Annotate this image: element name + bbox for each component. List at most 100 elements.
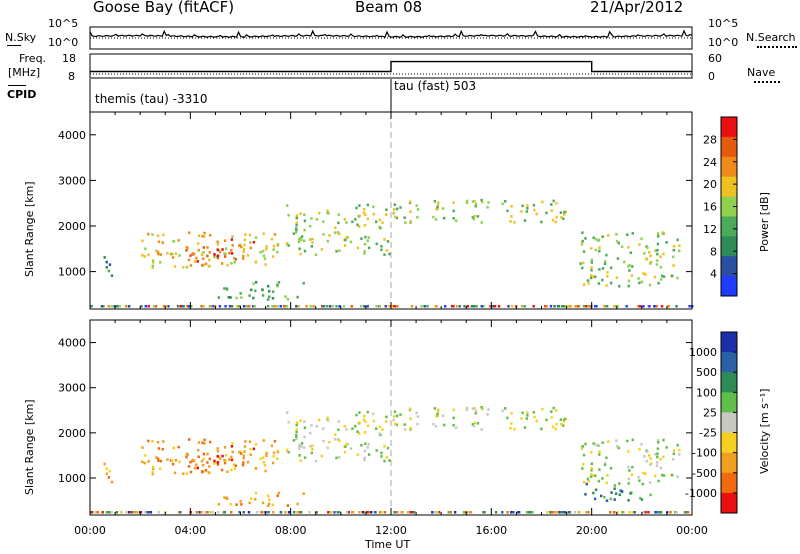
velocity-panel-cell bbox=[606, 474, 609, 477]
power-panel-cell bbox=[226, 263, 229, 267]
power-panel-cell bbox=[188, 231, 191, 234]
velocity-panel-cell bbox=[261, 501, 265, 505]
power-panel-cell bbox=[590, 274, 593, 277]
velocity-panel-cell bbox=[200, 459, 204, 463]
velocity-panel-cell bbox=[272, 454, 275, 458]
power-panel-cell bbox=[605, 253, 608, 257]
velocity-panel-cell bbox=[271, 503, 275, 507]
velocity-colorbar-swatch bbox=[721, 452, 737, 474]
power-panel-cell bbox=[550, 203, 553, 206]
velocity-panel-cell bbox=[676, 475, 679, 478]
velocity-panel-cell bbox=[276, 449, 280, 453]
power-panel-cell bbox=[532, 203, 536, 207]
velocity-panel-cell bbox=[613, 498, 616, 501]
velocity-panel-cell bbox=[209, 511, 212, 514]
power-panel-cell bbox=[297, 240, 301, 244]
velocity-panel-cell bbox=[151, 467, 155, 471]
velocity-panel-cell bbox=[338, 511, 341, 514]
power-panel-cell bbox=[540, 220, 543, 224]
power-panel-cell bbox=[625, 305, 628, 308]
nave-legend-line bbox=[754, 81, 780, 83]
power-panel-cell bbox=[646, 246, 649, 249]
velocity-panel-cell bbox=[151, 440, 154, 443]
power-panel-cell bbox=[276, 243, 280, 246]
power-panel-cell bbox=[267, 284, 270, 288]
velocity-panel-cell bbox=[318, 418, 321, 422]
velocity-panel-cell bbox=[115, 511, 118, 514]
power-panel-cell bbox=[202, 263, 205, 267]
velocity-panel-cell bbox=[541, 407, 544, 411]
power-panel-cell bbox=[299, 212, 302, 215]
x-tick-label: 04:00 bbox=[174, 524, 206, 537]
velocity-panel-cell bbox=[672, 449, 676, 452]
power-panel-cell bbox=[103, 256, 106, 259]
velocity-panel-cell bbox=[474, 412, 477, 415]
power-panel-cell bbox=[315, 218, 319, 221]
velocity-panel-cell bbox=[656, 438, 660, 442]
velocity-panel-cell bbox=[383, 459, 386, 463]
power-panel-cell bbox=[584, 237, 587, 240]
velocity-colorbar-swatch bbox=[721, 492, 737, 514]
power-colorbar-tick-label: 20 bbox=[703, 178, 717, 191]
power-panel-cell bbox=[661, 231, 664, 234]
power-panel-cell bbox=[487, 201, 490, 204]
power-panel-cell bbox=[642, 272, 645, 275]
power-panel-cell bbox=[196, 260, 199, 263]
power-panel-cell bbox=[627, 284, 630, 288]
velocity-panel-cell bbox=[435, 415, 438, 418]
power-panel-cell bbox=[187, 258, 191, 262]
power-panel-cell bbox=[586, 279, 590, 282]
power-panel-cell bbox=[118, 305, 121, 308]
power-panel-cell bbox=[171, 252, 174, 256]
power-colorbar-swatch bbox=[721, 256, 737, 277]
power-panel-cell bbox=[510, 215, 513, 218]
velocity-panel-cell bbox=[452, 416, 455, 420]
velocity-panel-cell bbox=[393, 415, 396, 418]
power-panel-cell bbox=[265, 247, 268, 251]
velocity-panel-cell bbox=[144, 454, 147, 457]
velocity-panel-cell bbox=[657, 479, 660, 483]
power-panel-cell bbox=[444, 305, 447, 308]
velocity-panel-cell bbox=[141, 446, 144, 449]
velocity-panel-cell bbox=[385, 455, 389, 459]
velocity-panel-cell bbox=[512, 511, 515, 514]
power-panel-cell bbox=[399, 206, 402, 209]
velocity-panel-cell bbox=[483, 511, 486, 514]
velocity-panel-cell bbox=[363, 458, 366, 462]
velocity-panel-cell bbox=[110, 511, 113, 514]
power-panel-cell bbox=[248, 233, 252, 237]
power-panel-cell bbox=[125, 305, 128, 308]
power-panel-ytick-label: 2000 bbox=[58, 220, 86, 233]
power-colorbar-tick-label: 24 bbox=[703, 156, 717, 169]
power-panel-cell bbox=[245, 305, 248, 308]
velocity-panel-cell bbox=[197, 455, 200, 459]
velocity-panel-cell bbox=[311, 444, 314, 448]
power-panel-cell bbox=[623, 260, 626, 264]
velocity-panel-cell bbox=[107, 511, 111, 514]
power-panel-cell bbox=[356, 223, 359, 227]
velocity-panel-cell bbox=[303, 426, 307, 430]
velocity-panel-cell bbox=[308, 511, 311, 514]
velocity-panel-cell bbox=[476, 422, 480, 425]
power-panel-cell bbox=[510, 205, 513, 208]
power-panel-cell bbox=[579, 262, 582, 265]
freq-panel-frame bbox=[89, 53, 693, 79]
velocity-panel-cell bbox=[609, 511, 612, 514]
power-panel-cell bbox=[309, 305, 312, 308]
velocity-panel-cell bbox=[562, 420, 566, 423]
velocity-panel-cell bbox=[249, 447, 252, 451]
power-panel-cell bbox=[328, 234, 331, 237]
velocity-panel-cell bbox=[594, 474, 597, 478]
power-panel-cell bbox=[107, 305, 110, 308]
power-panel-cell bbox=[354, 218, 357, 221]
power-panel-cell bbox=[213, 253, 216, 256]
velocity-panel-cell bbox=[590, 466, 593, 470]
velocity-panel-cell bbox=[224, 459, 227, 463]
power-panel-cell bbox=[344, 238, 347, 242]
velocity-panel-cell bbox=[352, 511, 355, 514]
date-title: 21/Apr/2012 bbox=[590, 0, 684, 16]
velocity-panel-cell bbox=[395, 511, 399, 514]
power-panel-cell bbox=[262, 254, 266, 258]
power-colorbar-swatch bbox=[721, 236, 737, 257]
power-panel-cell bbox=[171, 256, 175, 259]
